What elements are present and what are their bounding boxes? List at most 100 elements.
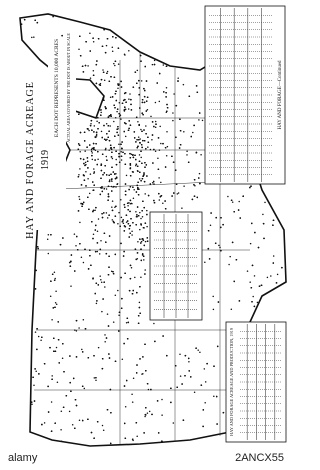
dot [91, 152, 93, 154]
dot [92, 237, 94, 240]
dot [235, 259, 238, 261]
dot [111, 46, 114, 48]
dot [74, 427, 76, 429]
dot [141, 178, 144, 180]
dot [103, 79, 106, 81]
dot [227, 195, 229, 198]
dot [97, 38, 100, 40]
dot [38, 373, 40, 375]
dot [90, 431, 93, 434]
table-middle [149, 211, 203, 321]
dot [251, 300, 253, 303]
dot [79, 221, 81, 224]
dot [175, 136, 177, 138]
dot [187, 161, 190, 164]
dot [90, 150, 93, 153]
dot [136, 165, 139, 168]
dot [125, 214, 128, 216]
dot [128, 127, 130, 130]
dot [251, 264, 254, 267]
dot [142, 139, 144, 142]
dot [121, 297, 123, 300]
dot [101, 310, 103, 313]
dot [110, 173, 112, 175]
dot [177, 192, 180, 194]
dot [146, 412, 149, 414]
dot [114, 107, 116, 109]
dot [120, 199, 122, 201]
dot [80, 202, 82, 205]
dot [138, 178, 141, 180]
dot [129, 224, 131, 227]
dot [144, 89, 146, 92]
dot [220, 250, 222, 252]
dot [139, 358, 141, 360]
dot [143, 432, 145, 434]
dot [75, 404, 78, 407]
dot [144, 166, 146, 168]
dot [105, 212, 108, 214]
dot [127, 205, 129, 207]
dot [100, 177, 102, 179]
dot [104, 51, 107, 54]
dot [106, 409, 109, 411]
dot [124, 98, 126, 101]
dot [117, 84, 120, 87]
dot [99, 84, 102, 86]
dot [69, 265, 72, 267]
dot [99, 82, 102, 85]
dot [103, 28, 105, 31]
dot [142, 200, 144, 202]
dot [83, 174, 85, 177]
dot [97, 150, 99, 153]
dot [127, 129, 130, 131]
dot [47, 233, 50, 236]
dot [140, 240, 143, 243]
dot [115, 90, 117, 93]
dot [57, 338, 60, 341]
dot [117, 289, 119, 292]
dot [190, 135, 192, 138]
dot [118, 155, 120, 158]
dot [112, 171, 115, 173]
dot [41, 336, 43, 338]
dot [53, 271, 56, 273]
dot [157, 137, 160, 139]
dot [108, 357, 111, 359]
map-year: 1919 [40, 150, 51, 170]
dot [115, 158, 117, 161]
dot [103, 232, 106, 234]
dot [120, 276, 122, 279]
legend: EACH DOT REPRESENTS 10,000 ACRES [54, 39, 60, 137]
dot [47, 411, 50, 413]
dot [78, 419, 81, 422]
dot [101, 367, 104, 370]
dot [123, 230, 126, 232]
dot [111, 151, 113, 153]
dot [164, 147, 167, 149]
dot [101, 357, 104, 360]
dot [92, 74, 95, 76]
dot [95, 379, 97, 381]
dot [242, 195, 244, 197]
dot [112, 35, 114, 38]
dot [137, 322, 140, 325]
dot [143, 87, 145, 90]
dot [184, 354, 187, 357]
dot [153, 202, 156, 204]
dot [146, 213, 148, 216]
dot [97, 284, 100, 286]
dot [115, 99, 118, 102]
dot [51, 378, 53, 381]
dot [108, 174, 110, 176]
dot [75, 330, 78, 332]
dot [107, 125, 110, 127]
dot [137, 181, 139, 183]
dot [108, 255, 110, 258]
dot [104, 286, 106, 288]
dot [144, 222, 147, 224]
dot [166, 106, 169, 109]
dot [155, 123, 157, 125]
dot [264, 201, 266, 204]
dot [133, 137, 136, 139]
